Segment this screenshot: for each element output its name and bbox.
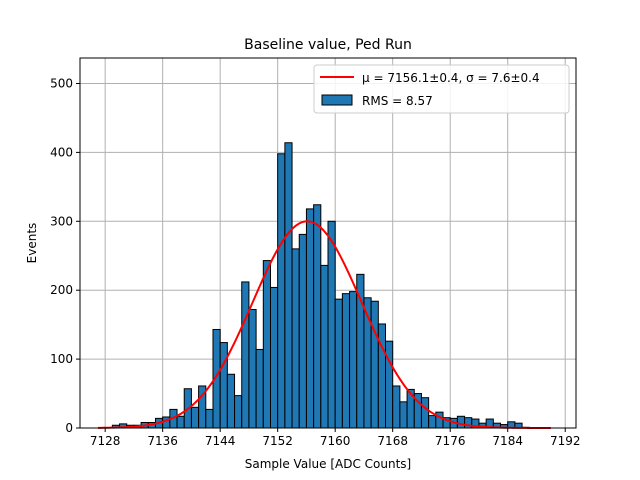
chart-title: Baseline value, Ped Run xyxy=(244,37,412,53)
histogram-bar xyxy=(255,348,264,429)
y-tick-label: 200 xyxy=(50,283,73,297)
histogram-bar xyxy=(420,397,430,429)
histogram-bar xyxy=(456,415,466,429)
histogram-bar xyxy=(205,408,214,429)
histogram-bar xyxy=(428,415,437,429)
legend-fit-label: μ = 7156.1±0.4, σ = 7.6±0.4 xyxy=(362,71,540,85)
histogram-bar xyxy=(298,233,307,429)
histogram-bar xyxy=(234,395,243,429)
histogram-bar xyxy=(349,291,358,429)
histogram-bar xyxy=(219,342,228,429)
y-tick-label: 100 xyxy=(50,352,73,366)
x-axis-label: Sample Value [ADC Counts] xyxy=(245,457,411,471)
histogram-bar xyxy=(190,406,200,429)
histogram-bars xyxy=(111,142,530,429)
x-tick-label: 7176 xyxy=(435,434,466,448)
histogram-bar xyxy=(334,298,343,429)
x-tick-label: 7192 xyxy=(550,434,581,448)
histogram-bar xyxy=(370,300,379,429)
x-tick-label: 7160 xyxy=(320,434,351,448)
y-axis-ticks: 0 100 200 300 400 500 xyxy=(50,76,80,435)
legend-box xyxy=(313,64,570,114)
histogram-bar xyxy=(435,411,444,429)
y-tick-label: 0 xyxy=(65,421,73,435)
histogram-bar xyxy=(248,308,257,429)
histogram-bar xyxy=(327,220,336,429)
x-axis-ticks: 7128 7136 7144 7152 7160 7168 7176 7184 7192 xyxy=(90,428,581,448)
y-tick-label: 500 xyxy=(50,76,73,90)
legend-hist-label: RMS = 8.57 xyxy=(362,94,433,108)
gaussian-fit xyxy=(97,220,551,429)
y-axis-label: Events xyxy=(25,223,39,264)
x-tick-label: 7128 xyxy=(90,434,121,448)
x-tick-label: 7144 xyxy=(205,434,236,448)
x-tick-label: 7136 xyxy=(147,434,178,448)
histogram-bar xyxy=(392,385,401,429)
legend-hist-swatch xyxy=(321,94,353,106)
x-tick-label: 7184 xyxy=(492,434,523,448)
histogram-bar xyxy=(226,373,236,429)
histogram-bar xyxy=(399,401,408,429)
histogram-bar xyxy=(320,264,329,429)
plot-frame xyxy=(79,57,577,429)
histogram-bar xyxy=(262,260,271,429)
y-tick-label: 400 xyxy=(50,145,73,159)
fit-curve xyxy=(97,220,551,429)
histogram-bar xyxy=(277,153,286,429)
histogram-bar xyxy=(341,293,351,429)
x-tick-label: 7152 xyxy=(262,434,293,448)
y-tick-label: 300 xyxy=(50,214,73,228)
histogram-bar xyxy=(269,286,279,429)
histogram-bar xyxy=(241,281,250,429)
histogram-bar xyxy=(313,204,322,429)
x-tick-label: 7168 xyxy=(377,434,408,448)
legend: μ = 7156.1±0.4, σ = 7.6±0.4 RMS = 8.57 xyxy=(313,64,570,114)
histogram-bar xyxy=(284,142,293,429)
histogram-bar xyxy=(305,208,315,429)
histogram-bar xyxy=(291,248,300,429)
histogram-bar xyxy=(176,415,185,429)
